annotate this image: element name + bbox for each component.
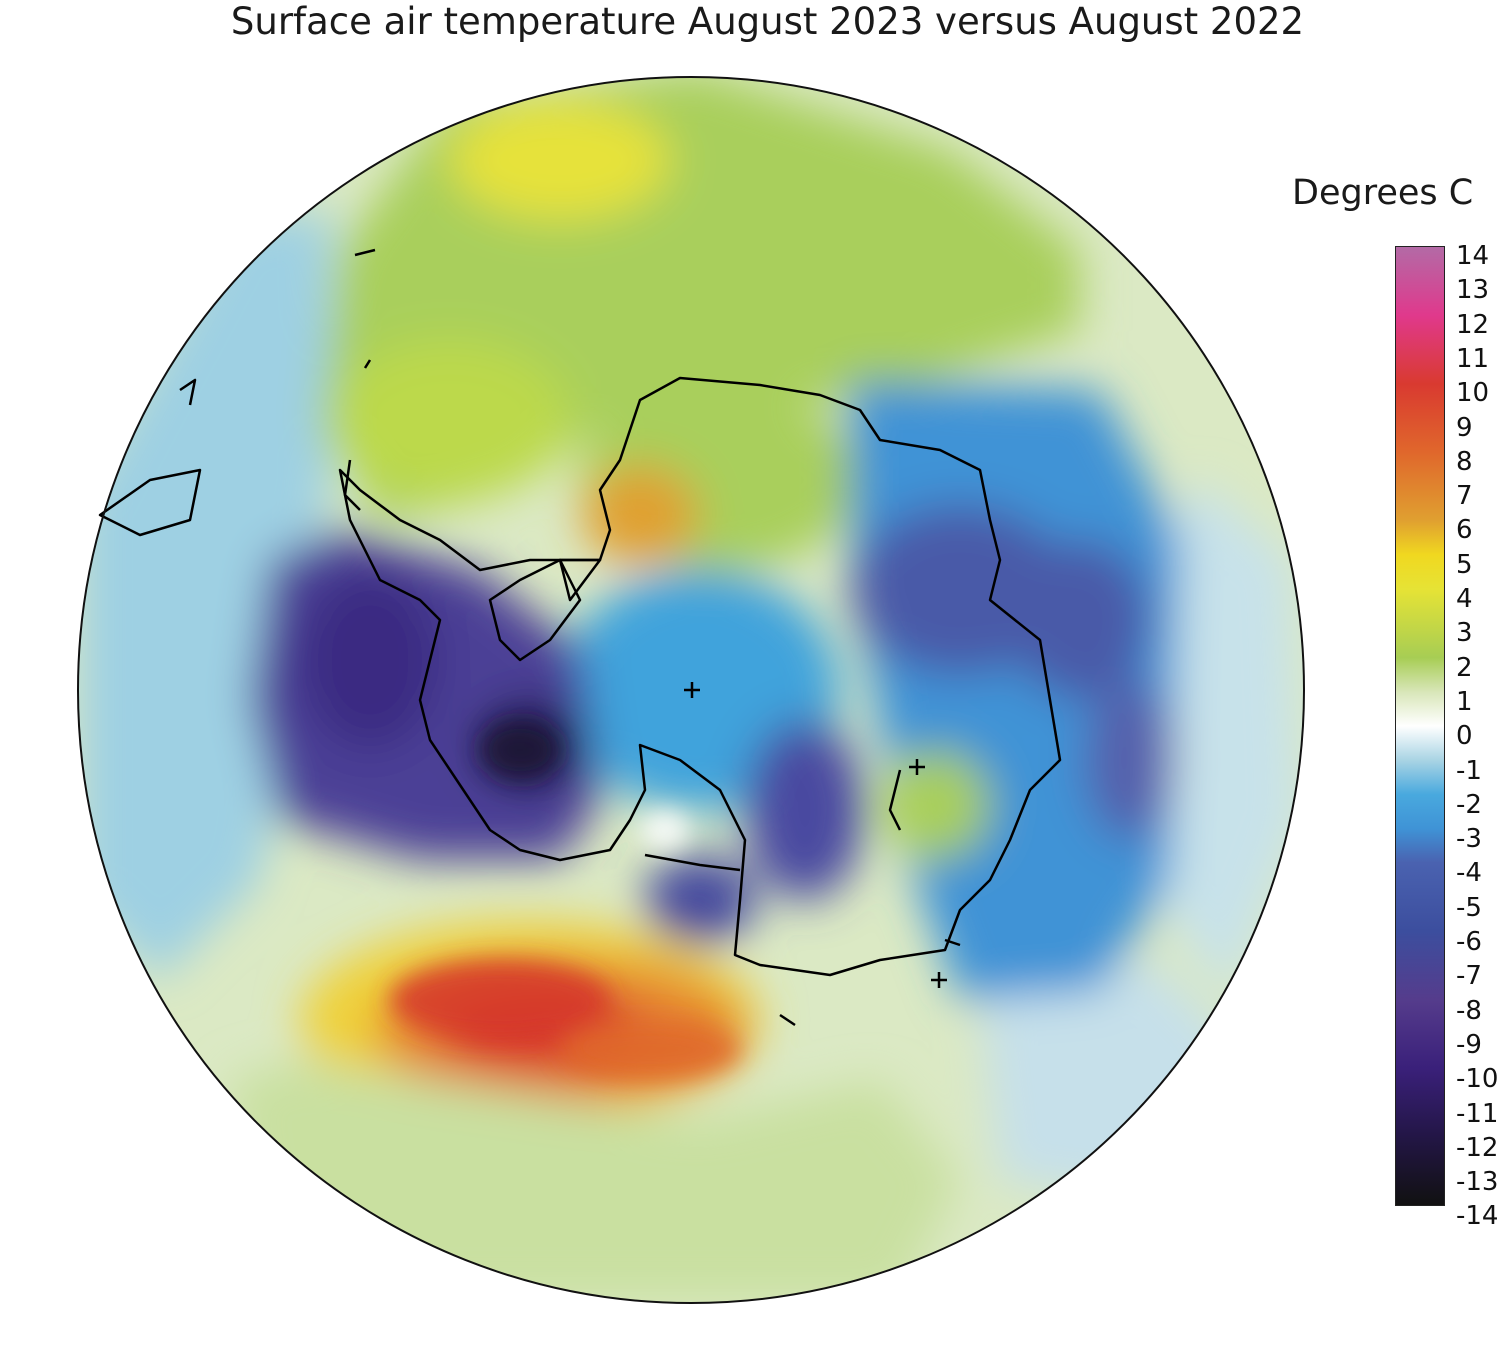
colorbar-tick-label: 8 xyxy=(1456,446,1473,477)
legend-title: Degrees C xyxy=(1292,173,1474,213)
coastline xyxy=(98,248,1062,1027)
colorbar-tick-label: -4 xyxy=(1456,858,1482,889)
colorbar-tick-label: -8 xyxy=(1456,995,1482,1026)
colorbar-tick-label: 12 xyxy=(1456,309,1490,340)
colorbar-tick-label: -1 xyxy=(1456,755,1482,786)
page-title: Surface air temperature August 2023 vers… xyxy=(230,0,1305,43)
colorbar-tick-label: 4 xyxy=(1456,584,1473,614)
colorbar-tick-label: -6 xyxy=(1456,927,1482,957)
marker-southeast xyxy=(931,972,947,988)
colorbar-tick-label: 0 xyxy=(1456,721,1473,752)
colorbar-tick-label: -11 xyxy=(1456,1098,1499,1129)
colorbar-tick-label: 2 xyxy=(1456,652,1473,683)
colorbar-tick-label: 3 xyxy=(1456,618,1473,649)
pole-marker xyxy=(684,682,700,698)
colorbar-tick-label: -13 xyxy=(1456,1167,1499,1198)
map-boundary xyxy=(77,76,1305,1304)
marker-east xyxy=(909,759,925,775)
colorbar-tick-label: 10 xyxy=(1456,378,1490,409)
colorbar-tick-label: 11 xyxy=(1456,343,1490,374)
colorbar-tick-label: -2 xyxy=(1456,789,1482,820)
colorbar-tick-label: 14 xyxy=(1456,241,1490,271)
colorbar xyxy=(1395,246,1445,1206)
colorbar-tick-label: 6 xyxy=(1456,515,1473,546)
colorbar-tick-label: 9 xyxy=(1456,412,1473,443)
colorbar-tick-label: -3 xyxy=(1456,824,1482,855)
reference-markers xyxy=(684,682,947,988)
colorbar-tick-label: 1 xyxy=(1456,686,1473,717)
colorbar-tick-label: -12 xyxy=(1456,1132,1499,1163)
colorbar-tick-label: 7 xyxy=(1456,481,1473,512)
colorbar-tick-label: -5 xyxy=(1456,892,1482,923)
colorbar-tick-label: -10 xyxy=(1456,1064,1499,1095)
colorbar-tick-label: -9 xyxy=(1456,1029,1482,1060)
colorbar-tick-label: 5 xyxy=(1456,549,1473,580)
colorbar-tick-label: -7 xyxy=(1456,961,1482,992)
colorbar-tick-label: -14 xyxy=(1456,1201,1499,1232)
colorbar-tick-label: 13 xyxy=(1456,275,1490,306)
